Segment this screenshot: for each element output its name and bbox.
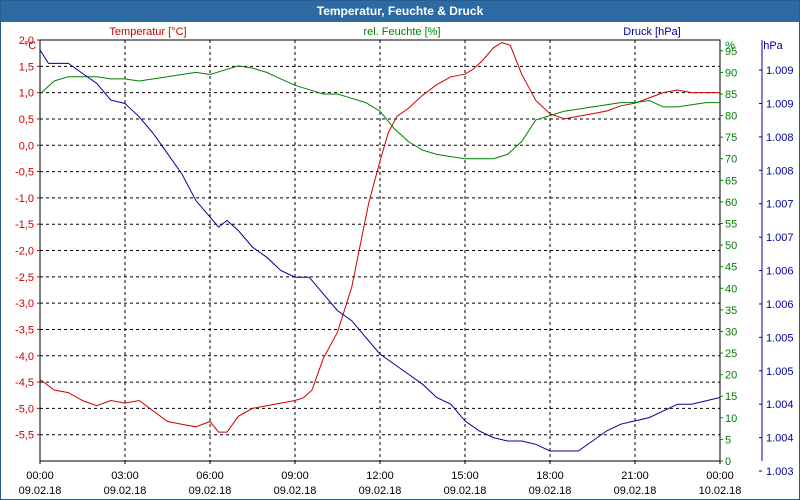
humidity-tick-label: 30 [725, 326, 737, 338]
pressure-tick-label: 1.005 [766, 366, 794, 378]
pressure-tick-label: 1.004 [766, 433, 794, 445]
humidity-tick-label: 50 [725, 240, 737, 252]
pressure-tick-label: 1.007 [766, 199, 794, 211]
temp-tick-label: -1,0 [15, 193, 34, 205]
press-series-line [39, 49, 721, 452]
time-tick-label: 06:00 [196, 470, 224, 482]
time-tick-label: 03:00 [111, 470, 139, 482]
temp-series-label: Temperatur [°C] [109, 26, 186, 38]
pressure-tick-label: 1.004 [766, 399, 794, 411]
humidity-tick-label: 90 [725, 67, 737, 79]
time-tick-label: 18:00 [536, 470, 564, 482]
temp-series-line [39, 42, 720, 433]
temp-tick-label: 2,0 [19, 35, 34, 47]
temp-tick-label: -3,5 [15, 324, 34, 336]
pressure-tick-label: 1.009 [766, 65, 794, 77]
temp-tick-label: 0,0 [19, 140, 34, 152]
time-tick-label: 00:00 [706, 470, 734, 482]
date-tick-label: 09.02.18 [274, 485, 317, 497]
time-tick-label: 15:00 [451, 470, 479, 482]
grid-lines [40, 40, 720, 461]
temp-tick-label: -0,5 [15, 167, 34, 179]
temp-tick-label: -3,0 [15, 298, 34, 310]
date-tick-label: 09.02.18 [189, 485, 232, 497]
humidity-tick-label: 5 [725, 434, 731, 446]
temp-tick-label: -2,5 [15, 272, 34, 284]
date-tick-label: 10.02.18 [699, 485, 742, 497]
pressure-tick-label: 1.003 [766, 466, 794, 478]
humidity-unit-label: % [725, 40, 735, 52]
date-tick-label: 09.02.18 [444, 485, 487, 497]
axis-labels: 2,0 1,5 1,0 0,5 0,0 -0,5 -1,0 -1,5 -2,0 -2,5 -3,0 -… [15, 26, 794, 497]
pressure-tick-label: 1.008 [766, 165, 794, 177]
temp-unit-label: °C [24, 40, 36, 52]
temp-tick-label: 1,5 [19, 61, 34, 73]
axes [37, 39, 763, 472]
pressure-unit-label: hPa [763, 40, 783, 52]
humidity-tick-label: 0 [725, 456, 731, 468]
temp-tick-label: 1,0 [19, 88, 34, 100]
humidity-tick-label: 35 [725, 305, 737, 317]
date-tick-label: 09.02.18 [19, 485, 62, 497]
temp-tick-label: -4,0 [15, 351, 34, 363]
date-tick-label: 09.02.18 [359, 485, 402, 497]
series-lines [39, 42, 721, 452]
hum-series-line [39, 65, 720, 160]
time-tick-label: 12:00 [366, 470, 394, 482]
pressure-series-label: Druck [hPa] [623, 26, 680, 38]
pressure-tick-label: 1.007 [766, 232, 794, 244]
temp-tick-label: -4,5 [15, 377, 34, 389]
pressure-tick-label: 1.006 [766, 266, 794, 278]
time-tick-label: 09:00 [281, 470, 309, 482]
humidity-tick-label: 40 [725, 283, 737, 295]
humidity-tick-label: 85 [725, 89, 737, 101]
humidity-tick-label: 80 [725, 111, 737, 123]
temp-tick-label: -1,5 [15, 219, 34, 231]
time-tick-label: 00:00 [26, 470, 54, 482]
humidity-tick-label: 25 [725, 348, 737, 360]
humidity-tick-label: 45 [725, 262, 737, 274]
date-tick-label: 09.02.18 [104, 485, 147, 497]
chart-title: Temperatur, Feuchte & Druck [1, 1, 799, 22]
pressure-tick-label: 1.009 [766, 98, 794, 110]
humidity-tick-label: 95 [725, 46, 737, 58]
temp-tick-label: 0,5 [19, 114, 34, 126]
humidity-tick-label: 10 [725, 413, 737, 425]
pressure-tick-label: 1.006 [766, 299, 794, 311]
humidity-tick-label: 60 [725, 197, 737, 209]
date-tick-label: 09.02.18 [529, 485, 572, 497]
humidity-tick-label: 20 [725, 370, 737, 382]
date-tick-label: 09.02.18 [614, 485, 657, 497]
humidity-tick-label: 75 [725, 132, 737, 144]
humidity-series-label: rel. Feuchte [%] [363, 26, 440, 38]
humidity-tick-label: 65 [725, 175, 737, 187]
temp-tick-label: -5,5 [15, 430, 34, 442]
humidity-tick-label: 55 [725, 219, 737, 231]
humidity-tick-label: 15 [725, 391, 737, 403]
time-tick-label: 21:00 [621, 470, 649, 482]
temp-tick-label: -2,0 [15, 246, 34, 258]
pressure-tick-label: 1.005 [766, 332, 794, 344]
temp-tick-label: -5,0 [15, 403, 34, 415]
pressure-tick-label: 1.008 [766, 132, 794, 144]
humidity-tick-label: 70 [725, 154, 737, 166]
